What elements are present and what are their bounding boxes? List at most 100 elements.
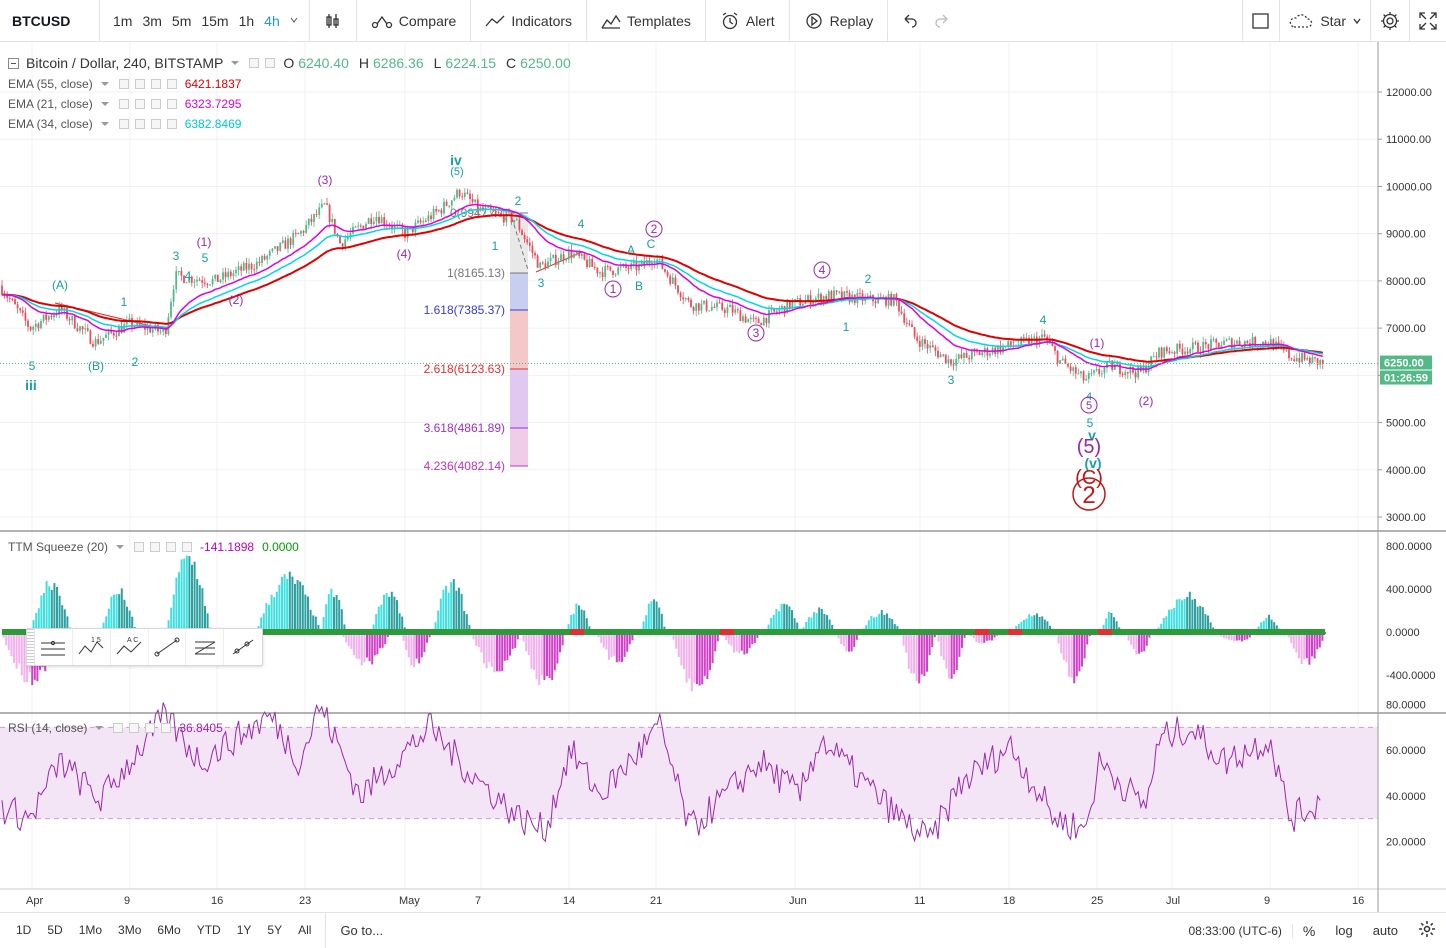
ema34-label[interactable]: EMA (34, close) <box>8 117 93 131</box>
settings-button[interactable] <box>1370 0 1409 42</box>
settings-small-icon[interactable] <box>135 99 145 109</box>
settings-small-icon[interactable] <box>129 723 139 733</box>
eye-icon[interactable] <box>134 542 144 552</box>
candle-body <box>274 246 276 248</box>
candle-body <box>773 309 775 312</box>
close-icon[interactable] <box>161 723 171 733</box>
eye-icon[interactable] <box>249 58 259 68</box>
candle-body <box>261 256 263 263</box>
settings-small-icon[interactable] <box>265 58 275 68</box>
scale-settings-button[interactable] <box>1408 920 1446 941</box>
candle-body <box>760 323 762 325</box>
wave-abc-tool[interactable]: A C <box>111 629 149 665</box>
collapse-legend-icon[interactable] <box>8 58 19 69</box>
goto-button[interactable]: Go to... <box>332 923 391 938</box>
plus-icon[interactable] <box>151 79 161 89</box>
clock[interactable]: 08:33:00 (UTC-6) <box>1179 924 1293 938</box>
settings-small-icon[interactable] <box>135 79 145 89</box>
symbol-title[interactable]: Bitcoin / Dollar, 240, BITSTAMP <box>26 55 223 71</box>
tf-4h[interactable]: 4h <box>259 13 285 29</box>
candle-body <box>360 226 362 227</box>
settings-small-icon[interactable] <box>150 542 160 552</box>
percent-toggle[interactable]: % <box>1293 923 1325 939</box>
eye-icon[interactable] <box>119 99 129 109</box>
ema21-dropdown-icon[interactable] <box>101 102 109 106</box>
plus-icon[interactable] <box>166 542 176 552</box>
timeframe-dropdown-icon[interactable] <box>285 13 303 28</box>
candle-body <box>1057 351 1059 363</box>
fullscreen-box-button[interactable] <box>1242 0 1279 42</box>
alert-button[interactable]: Alert <box>712 0 783 42</box>
auto-toggle[interactable]: auto <box>1363 923 1408 938</box>
chart-canvas[interactable]: 1(8165.13)1.618(7385.37)2.618(6123.63)3.… <box>0 42 1446 912</box>
candle-body <box>597 268 599 274</box>
ttm-bar <box>1189 592 1191 632</box>
trend-line-tool[interactable] <box>149 629 187 665</box>
close-icon[interactable] <box>167 79 177 89</box>
candle-body <box>321 204 323 207</box>
tf-1h[interactable]: 1h <box>234 13 260 29</box>
close-icon[interactable] <box>182 542 192 552</box>
range-3mo[interactable]: 3Mo <box>110 923 149 937</box>
close-icon[interactable] <box>167 99 177 109</box>
ttm-bar <box>188 556 190 632</box>
redo-button[interactable] <box>926 0 958 42</box>
eye-icon[interactable] <box>113 723 123 733</box>
ema21-label[interactable]: EMA (21, close) <box>8 97 93 111</box>
tf-3m[interactable]: 3m <box>137 13 166 29</box>
ttm-label[interactable]: TTM Squeeze (20) <box>8 540 108 554</box>
range-5y[interactable]: 5Y <box>259 923 290 937</box>
range-all[interactable]: All <box>290 923 319 937</box>
ttm-bar <box>284 574 286 632</box>
fib-tool[interactable] <box>186 629 224 665</box>
tf-1m[interactable]: 1m <box>108 13 137 29</box>
symbol-search[interactable]: BTCUSD <box>0 0 100 42</box>
eye-icon[interactable] <box>119 119 129 129</box>
ttm-dropdown-icon[interactable] <box>116 545 124 549</box>
templates-button[interactable]: Templates <box>593 0 699 42</box>
horizontal-lines-tool[interactable] <box>35 629 73 665</box>
drag-handle[interactable] <box>27 629 35 665</box>
candle-body <box>737 309 739 310</box>
compare-button[interactable]: Compare <box>363 0 465 42</box>
range-ytd[interactable]: YTD <box>189 923 229 937</box>
eye-icon[interactable] <box>119 79 129 89</box>
settings-small-icon[interactable] <box>135 119 145 129</box>
abc-wave-icon: A C <box>115 636 143 658</box>
replay-button[interactable]: Replay <box>796 0 882 42</box>
range-6mo[interactable]: 6Mo <box>149 923 188 937</box>
candle-body <box>196 280 198 282</box>
ema55-label[interactable]: EMA (55, close) <box>8 77 93 91</box>
ttm-bar <box>956 632 958 670</box>
range-1mo[interactable]: 1Mo <box>71 923 110 937</box>
tf-5m[interactable]: 5m <box>167 13 196 29</box>
ema34-dropdown-icon[interactable] <box>101 122 109 126</box>
rsi-dropdown-icon[interactable] <box>95 726 103 730</box>
rsi-label[interactable]: RSI (14, close) <box>8 721 87 735</box>
plus-icon[interactable] <box>145 723 155 733</box>
ema55-dropdown-icon[interactable] <box>101 82 109 86</box>
range-1y[interactable]: 1Y <box>229 923 260 937</box>
plus-icon[interactable] <box>151 119 161 129</box>
range-1d[interactable]: 1D <box>8 923 39 937</box>
chart-type-button[interactable] <box>316 0 350 42</box>
ttm-bar <box>583 610 585 632</box>
plus-icon[interactable] <box>151 99 161 109</box>
fib-level-label: 1(8165.13) <box>447 266 505 280</box>
wave-15-tool[interactable]: 1 5 <box>73 629 111 665</box>
undo-button[interactable] <box>894 0 926 42</box>
indicators-button[interactable]: Indicators <box>477 0 580 42</box>
ttm-bar <box>53 583 55 632</box>
ray-tool[interactable] <box>224 629 262 665</box>
tf-15m[interactable]: 15m <box>196 13 233 29</box>
title-dropdown-icon[interactable] <box>231 61 239 65</box>
fullscreen-button[interactable] <box>1409 0 1446 42</box>
log-toggle[interactable]: log <box>1325 923 1362 938</box>
candle-body <box>906 323 908 324</box>
star-button[interactable]: Star <box>1279 0 1370 42</box>
ttm-bar <box>418 632 420 663</box>
range-5d[interactable]: 5D <box>39 923 70 937</box>
time-tick-label: 9 <box>124 895 130 907</box>
candle-body <box>963 353 965 358</box>
close-icon[interactable] <box>167 119 177 129</box>
